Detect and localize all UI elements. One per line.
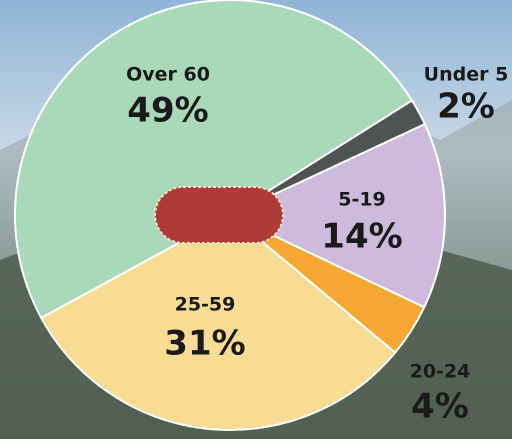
page: Under 52% 5-19 14% 20-24 4% 25-59 31% Over 60 49… bbox=[0, 0, 512, 439]
category-label: 5-19 bbox=[338, 189, 386, 211]
category-label: 20-24 bbox=[410, 361, 471, 383]
value-label: 2% bbox=[437, 87, 495, 127]
value-label: 49% bbox=[127, 91, 208, 131]
value-label: 4% bbox=[411, 387, 469, 427]
value-label: 31% bbox=[164, 324, 245, 364]
chart: Under 52% 5-19 14% 20-24 4% 25-59 31% Over 60 49… bbox=[0, 0, 512, 439]
category-label: 25-59 bbox=[175, 294, 236, 316]
value-label: 14% bbox=[321, 217, 402, 257]
center-badge bbox=[155, 187, 283, 243]
category-label: Over 60 bbox=[126, 64, 210, 86]
category-label: Under 5 bbox=[424, 64, 509, 86]
